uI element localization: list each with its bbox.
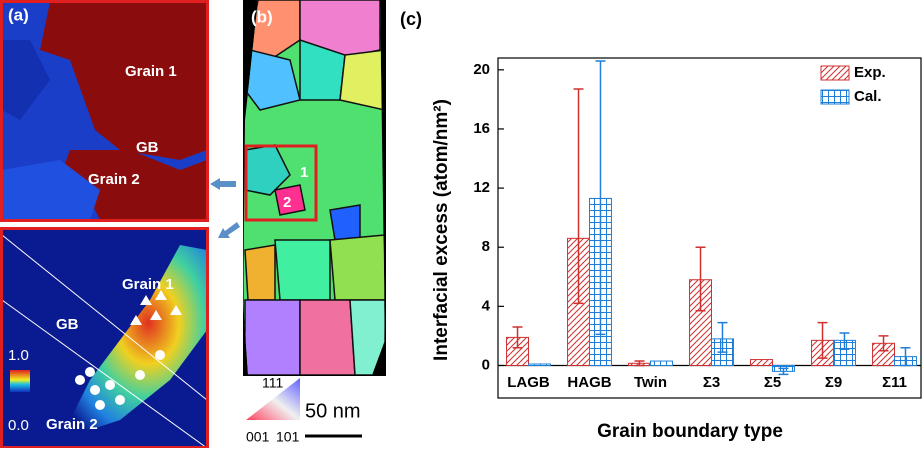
y-tick-label: 12	[473, 179, 490, 196]
x-tick-label: Σ3	[703, 374, 720, 391]
panel-c: (c) Grain boundary type Interfacial exce…	[400, 9, 922, 442]
error-bar	[817, 321, 828, 359]
y-axis-title: Interfacial excess (atom/nm²)	[431, 99, 452, 361]
x-tick-label: Σ5	[764, 374, 781, 391]
panel-a-top: (a) Grain 1 GB Grain 2	[0, 0, 209, 222]
bar	[750, 359, 773, 366]
bar	[650, 360, 673, 366]
colorbar-min: 0.0	[8, 417, 29, 434]
ipf-triangle	[246, 378, 300, 420]
error-bar	[717, 321, 728, 353]
error-bar	[900, 346, 911, 367]
error-bar	[695, 246, 706, 312]
error-bar	[878, 335, 889, 352]
legend-label: Exp.	[854, 64, 886, 81]
panel-b: (b) 1 2 111 001 101 50 nm	[243, 0, 386, 445]
panel-a-bottom: Grain 1 GB Grain 2 1.0 0.0	[0, 227, 209, 449]
x-tick-label: LAGB	[507, 374, 550, 391]
x-tick-label: Σ9	[825, 374, 842, 391]
ipf-label: 101	[276, 429, 300, 445]
y-tick-label: 20	[473, 61, 490, 78]
y-tick-label: 4	[482, 297, 491, 314]
error-bar	[778, 367, 789, 376]
roi-label: 1	[300, 164, 308, 181]
region-label: Grain 2	[88, 171, 140, 188]
legend-label: Cal.	[854, 88, 882, 105]
error-bar	[512, 326, 523, 349]
error-bar	[595, 60, 606, 336]
x-tick-label: HAGB	[567, 374, 611, 391]
panel-label: (b)	[251, 7, 273, 26]
region-label: Grain 1	[122, 276, 174, 293]
scale-bar-label: 50 nm	[305, 400, 361, 422]
error-bar	[839, 332, 850, 350]
bar	[528, 363, 551, 366]
region-label: Grain 2	[46, 416, 98, 433]
legend-swatch	[820, 65, 850, 81]
legend-swatch	[820, 89, 850, 105]
error-bar	[634, 360, 645, 367]
colorbar-max: 1.0	[8, 347, 29, 364]
y-tick-label: 8	[482, 238, 490, 255]
ipf-label: 111	[262, 375, 283, 391]
plot-frame	[497, 57, 922, 399]
roi-label: 2	[283, 194, 291, 211]
x-tick-label: Σ11	[882, 374, 907, 391]
x-tick-label: Twin	[634, 374, 667, 391]
arrows	[210, 178, 240, 238]
ipf-label: 001	[246, 429, 270, 445]
x-axis-title: Grain boundary type	[597, 421, 783, 442]
region-label: Grain 1	[125, 63, 177, 80]
panel-label: (c)	[400, 9, 422, 29]
error-bar	[573, 88, 584, 305]
y-tick-label: 0	[482, 356, 490, 373]
y-tick-label: 16	[473, 120, 490, 137]
region-label: GB	[136, 139, 159, 156]
region-label: GB	[56, 316, 79, 333]
panel-label: (a)	[8, 5, 29, 24]
